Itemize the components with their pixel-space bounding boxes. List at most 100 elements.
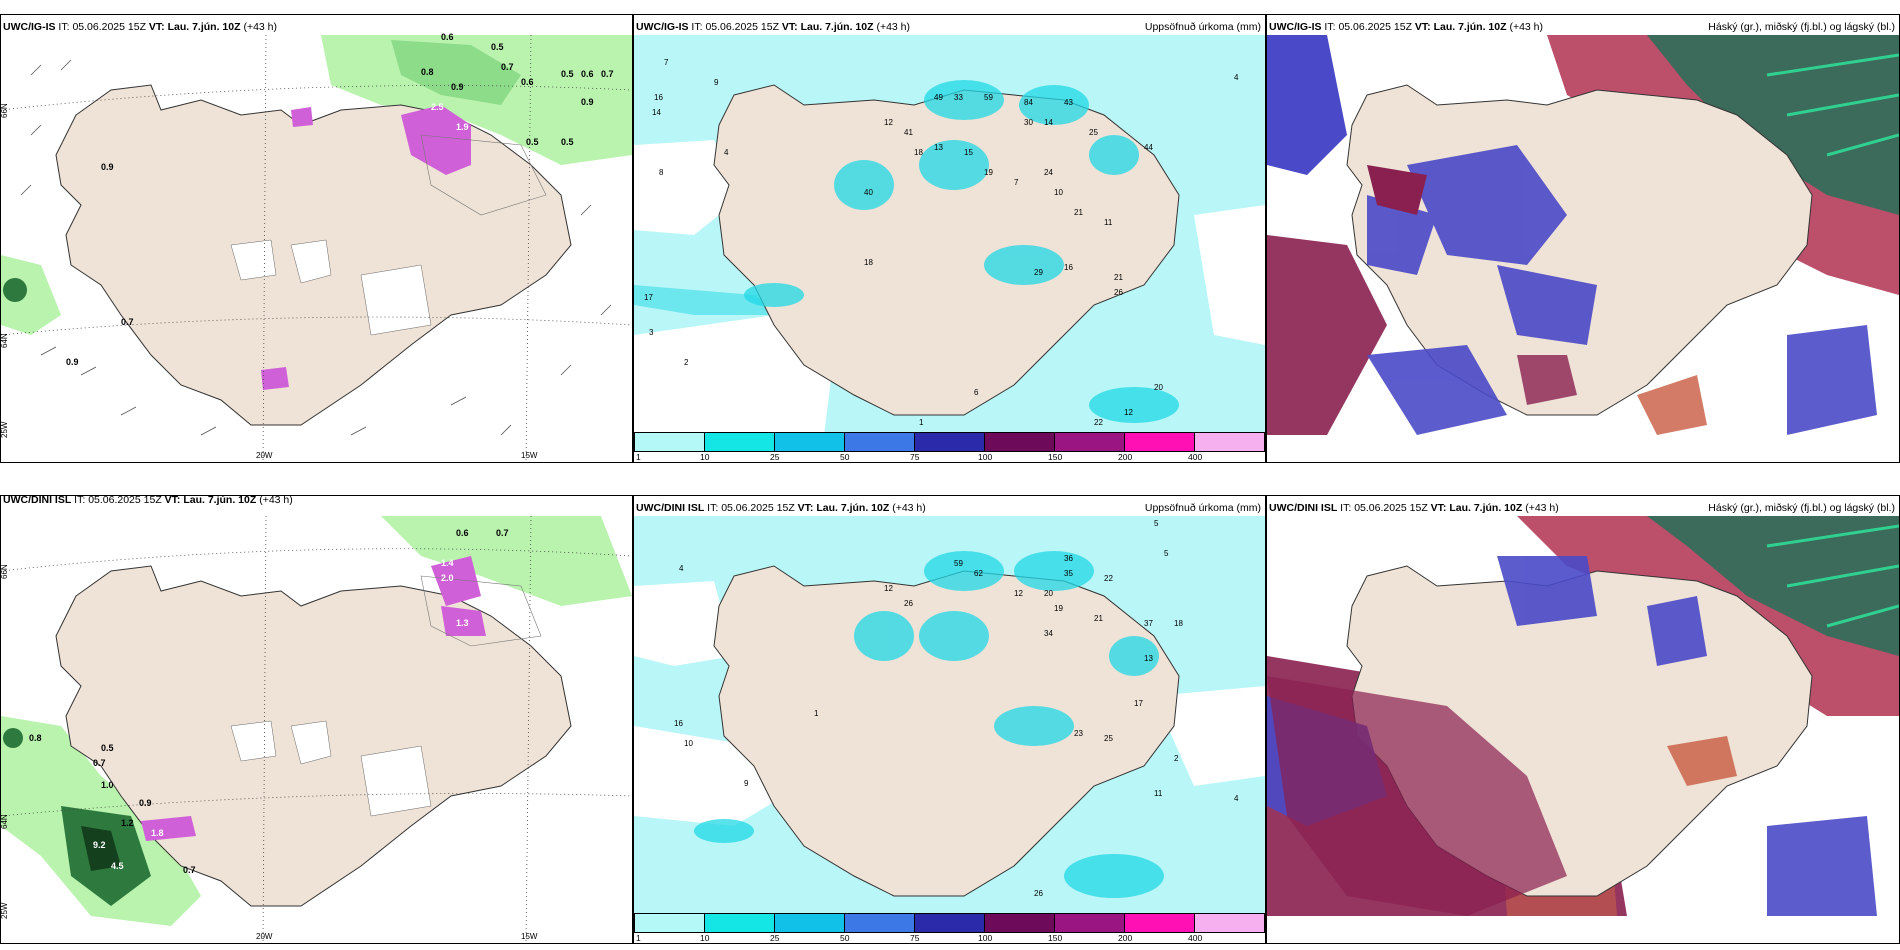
colorbar-cell: 1 [635,433,705,462]
svg-text:64N: 64N [1,333,9,348]
colorbar-cell: 50 [840,914,915,943]
svg-text:0.7: 0.7 [601,69,614,79]
svg-text:13: 13 [1144,654,1153,663]
colorbar-cell: 25 [770,433,845,462]
svg-text:1.2: 1.2 [121,818,134,828]
svg-text:0.5: 0.5 [561,137,574,147]
svg-text:59: 59 [954,559,963,568]
colorbar-cell: 25 [770,914,845,943]
svg-text:23: 23 [1074,729,1083,738]
map-snow-wind: 66N 64N 25W 20W 15W 0.6 0.7 1.4 2.0 1.3 … [1,515,632,943]
svg-text:18: 18 [1174,619,1183,628]
panel-header: UWC/DINI ISL IT: 05.06.2025 15Z VT: Lau.… [3,495,293,506]
svg-text:9: 9 [714,78,719,87]
svg-text:34: 34 [1044,629,1053,638]
svg-text:0.7: 0.7 [183,865,196,875]
svg-text:29: 29 [1034,268,1043,277]
panel-header: UWC/DINI ISL IT: 05.06.2025 15Z VT: Lau.… [1269,502,1559,514]
svg-text:0.9: 0.9 [66,357,79,367]
svg-text:6: 6 [974,388,979,397]
svg-text:36: 36 [1064,554,1073,563]
svg-text:5: 5 [1154,519,1159,528]
map-precip: 16 14 7 8 9 4 12 41 13 49 33 59 84 43 30… [634,35,1265,440]
svg-text:17: 17 [644,293,653,302]
svg-text:10: 10 [1054,188,1063,197]
svg-text:0.8: 0.8 [29,733,42,743]
svg-text:4: 4 [679,564,684,573]
svg-text:0.9: 0.9 [139,798,152,808]
svg-text:59: 59 [984,93,993,102]
colorbar-cell: 400 [1188,433,1264,462]
map-clouds [1267,516,1899,916]
panel-header: UWC/DINI ISL IT: 05.06.2025 15Z VT: Lau.… [636,502,926,514]
svg-text:37: 37 [1144,619,1153,628]
svg-text:62: 62 [974,569,983,578]
svg-text:1.9: 1.9 [456,122,469,132]
colorbar-cell: 150 [1048,433,1125,462]
colorbar-cell: 100 [978,914,1055,943]
svg-text:0.5: 0.5 [561,69,574,79]
colorbar-cell: 50 [840,433,915,462]
svg-text:21: 21 [1114,273,1123,282]
svg-text:0.6: 0.6 [581,69,594,79]
svg-text:14: 14 [1044,118,1053,127]
svg-text:20W: 20W [256,932,273,941]
svg-text:0.5: 0.5 [491,42,504,52]
map-clouds [1267,35,1899,435]
colorbar-cell: 200 [1118,433,1195,462]
svg-text:0.5: 0.5 [101,743,114,753]
svg-text:1.8: 1.8 [151,828,164,838]
svg-text:20: 20 [1044,589,1053,598]
svg-text:0.9: 0.9 [581,97,594,107]
svg-text:21: 21 [1094,614,1103,623]
colorbar-cell: 75 [910,433,985,462]
colorbar-cell: 1 [635,914,705,943]
svg-text:22: 22 [1104,574,1113,583]
svg-text:21: 21 [1074,208,1083,217]
svg-text:33: 33 [954,93,963,102]
svg-text:18: 18 [864,258,873,267]
svg-text:20: 20 [1154,383,1163,392]
colorbar-cell: 400 [1188,914,1264,943]
svg-text:30: 30 [1024,118,1033,127]
svg-text:2.5: 2.5 [431,102,444,112]
panel-field-title: Uppsöfnuð úrkoma (mm) [1144,502,1261,514]
svg-text:43: 43 [1064,98,1073,107]
svg-text:22: 22 [1094,418,1103,427]
svg-text:18: 18 [914,148,923,157]
svg-text:20W: 20W [256,451,273,460]
colorbar-precip: 1 10 25 50 75 100 150 200 400 [634,913,1265,943]
svg-text:12: 12 [1014,589,1023,598]
svg-text:1.3: 1.3 [456,618,469,628]
svg-text:0.9: 0.9 [451,82,464,92]
panel-header: UWC/IG-IS IT: 05.06.2025 15Z VT: Lau. 7.… [636,21,911,33]
svg-text:4: 4 [1234,794,1239,803]
panel-precip-ig-is: UWC/IG-IS IT: 05.06.2025 15Z VT: Lau. 7.… [633,14,1266,463]
svg-text:25W: 25W [1,902,9,919]
colorbar-precip: 1 10 25 50 75 100 150 200 400 [634,432,1265,462]
svg-text:4.5: 4.5 [111,861,124,871]
svg-text:0.7: 0.7 [496,528,509,538]
svg-text:41: 41 [904,128,913,137]
svg-text:0.7: 0.7 [501,62,514,72]
svg-text:9.2: 9.2 [93,840,106,850]
svg-text:25: 25 [1089,128,1098,137]
svg-text:11: 11 [1104,218,1113,227]
colorbar-cell: 150 [1048,914,1125,943]
svg-text:5: 5 [1164,549,1169,558]
svg-text:16: 16 [674,719,683,728]
svg-text:3: 3 [649,328,654,337]
colorbar-cell: 100 [978,433,1055,462]
svg-text:26: 26 [904,599,913,608]
panel-clouds-ig-is: UWC/IG-IS IT: 05.06.2025 15Z VT: Lau. 7.… [1266,14,1900,463]
svg-text:49: 49 [934,93,943,102]
svg-text:0.5: 0.5 [526,137,539,147]
svg-text:44: 44 [1144,143,1153,152]
svg-text:0.6: 0.6 [456,528,469,538]
svg-text:12: 12 [884,118,893,127]
svg-text:15: 15 [964,148,973,157]
colorbar-cell: 75 [910,914,985,943]
panel-header: UWC/IG-IS IT: 05.06.2025 15Z VT: Lau. 7.… [3,21,278,33]
svg-text:13: 13 [934,143,943,152]
svg-text:12: 12 [1124,408,1133,417]
